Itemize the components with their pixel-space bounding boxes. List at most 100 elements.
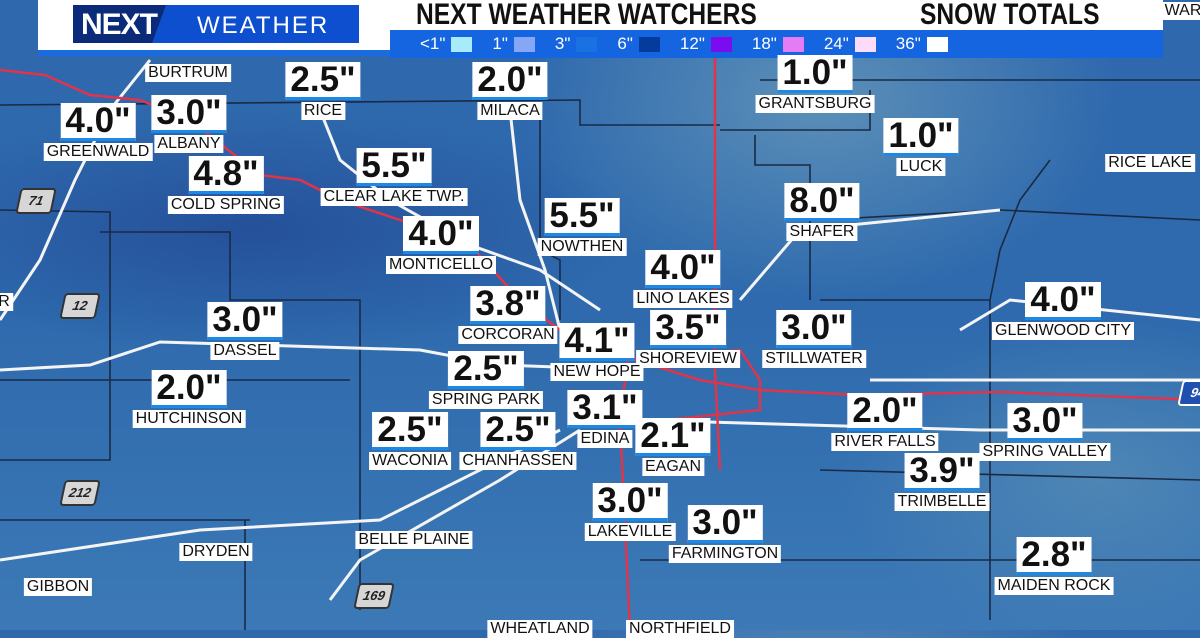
- snow-total: 1.0": [777, 55, 853, 93]
- legend-label: 36": [895, 34, 921, 53]
- station-label: 4.8" COLD SPRING: [167, 156, 285, 214]
- station-label: BURTRUM: [145, 62, 231, 82]
- station-label: 1.0" LUCK: [883, 118, 959, 176]
- legend-label: 12": [679, 34, 705, 53]
- legend-swatch: [782, 36, 804, 52]
- city-name: EDINA: [577, 430, 633, 448]
- city-name: RICE LAKE: [1105, 154, 1195, 172]
- legend-item: 12": [680, 34, 732, 54]
- legend-swatch: [451, 36, 473, 52]
- station-label: 3.0" ALBANY: [151, 95, 227, 153]
- city-name: WACONIA: [369, 452, 451, 470]
- legend-swatch: [854, 36, 876, 52]
- city-name: COLD SPRING: [167, 196, 285, 214]
- city-name: SHOREVIEW: [636, 350, 740, 368]
- city-name: ALBANY: [154, 135, 224, 153]
- legend-label: 3": [554, 34, 571, 53]
- station-label: 3.0" DASSEL: [207, 302, 283, 360]
- snow-total: 3.0": [776, 310, 852, 348]
- snow-total: 3.0": [687, 505, 763, 543]
- snow-total: 3.0": [1007, 403, 1083, 441]
- logo-next-text: NEXT: [81, 8, 158, 41]
- legend-label: 6": [617, 34, 633, 53]
- snow-total: 3.9": [904, 453, 980, 491]
- city-name: MONTICELLO: [385, 256, 497, 274]
- station-label: WHEATLAND: [487, 618, 593, 638]
- city-name: NOWTHEN: [537, 238, 627, 256]
- snow-total: 2.0": [151, 370, 227, 408]
- station-label: 3.0" STILLWATER: [762, 310, 866, 368]
- city-name: STILLWATER: [762, 350, 866, 368]
- legend-item: 1": [492, 34, 535, 54]
- station-label: 2.0" HUTCHINSON: [132, 370, 246, 428]
- snow-total: 4.8": [188, 156, 264, 194]
- station-label: 2.5" RICE: [285, 62, 361, 120]
- city-name: GLENWOOD CITY: [991, 322, 1135, 340]
- station-label: 5.5" NOWTHEN: [537, 198, 627, 256]
- snow-total: 4.0": [403, 216, 479, 254]
- city-name: MILACA: [477, 102, 543, 120]
- snow-total: 3.1": [567, 390, 643, 428]
- legend-item: 18": [752, 34, 804, 54]
- station-label: DRYDEN: [179, 541, 253, 561]
- station-label: 4.1" NEW HOPE: [550, 323, 644, 381]
- us-highway-shield-icon: 212: [59, 480, 101, 506]
- snow-total: 4.0": [1025, 282, 1101, 320]
- city-name: GRANTSBURG: [755, 95, 875, 113]
- city-name: SPRING PARK: [428, 391, 544, 409]
- station-label: 4.0" GREENWALD: [43, 103, 153, 161]
- station-label: 4.0" GLENWOOD CITY: [991, 282, 1135, 340]
- city-name: LUCK: [896, 158, 946, 176]
- legend-swatch: [638, 36, 660, 52]
- city-name: NORTHFIELD: [626, 620, 734, 638]
- legend-item: 24": [824, 34, 876, 54]
- city-name: R: [0, 293, 13, 311]
- legend-label: 18": [751, 34, 777, 53]
- station-label: BELLE PLAINE: [355, 529, 473, 549]
- city-name: GIBBON: [23, 578, 93, 596]
- snow-total: 2.0": [847, 393, 923, 431]
- snow-total: 3.0": [592, 483, 668, 521]
- legend-swatch: [926, 36, 948, 52]
- snow-total: 3.0": [151, 95, 227, 133]
- us-highway-shield-icon: 169: [353, 583, 395, 609]
- station-label: 2.1" EAGAN: [635, 418, 711, 476]
- snow-total: 1.0": [883, 118, 959, 156]
- station-label: 5.5" CLEAR LAKE TWP.: [320, 148, 468, 206]
- station-label: 4.0" LINO LAKES: [633, 250, 733, 308]
- snow-total: 2.8": [1016, 537, 1092, 575]
- snow-total: 5.5": [356, 148, 432, 186]
- city-name: LAKEVILLE: [584, 523, 676, 541]
- station-label: 3.0" LAKEVILLE: [584, 483, 676, 541]
- legend-swatch: [710, 36, 732, 52]
- legend-item: 36": [896, 34, 948, 54]
- station-label: 1.0" GRANTSBURG: [755, 55, 875, 113]
- station-label: 2.8" MAIDEN ROCK: [994, 537, 1114, 595]
- snow-total: 2.5": [448, 351, 524, 389]
- legend-swatch: [513, 36, 535, 52]
- header-subtitle: SNOW TOTALS: [920, 0, 1100, 31]
- legend-item: <1": [420, 34, 473, 54]
- legend-item: 6": [617, 34, 660, 54]
- station-label: R: [0, 291, 13, 311]
- legend-swatch: [576, 36, 598, 52]
- city-name: DASSEL: [210, 342, 280, 360]
- legend-label: <1": [420, 34, 446, 53]
- snow-total: 2.5": [480, 412, 556, 450]
- snow-total: 2.0": [472, 62, 548, 100]
- city-name: RICE: [300, 102, 346, 120]
- snow-total: 2.1": [635, 418, 711, 456]
- city-name: LINO LAKES: [633, 290, 733, 308]
- city-name: DRYDEN: [179, 543, 253, 561]
- snow-total: 4.0": [645, 250, 721, 288]
- station-label: 3.0" SPRING VALLEY: [979, 403, 1111, 461]
- county-lines: [0, 79, 1200, 630]
- city-name: CORCORAN: [458, 326, 558, 344]
- snow-total: 3.5": [650, 310, 726, 348]
- station-label: WAR: [1161, 0, 1200, 20]
- station-label: 2.5" WACONIA: [369, 412, 451, 470]
- header-accent: [38, 50, 390, 56]
- station-label: 8.0" SHAFER: [784, 183, 860, 241]
- city-name: TRIMBELLE: [894, 493, 990, 511]
- station-label: GIBBON: [23, 576, 93, 596]
